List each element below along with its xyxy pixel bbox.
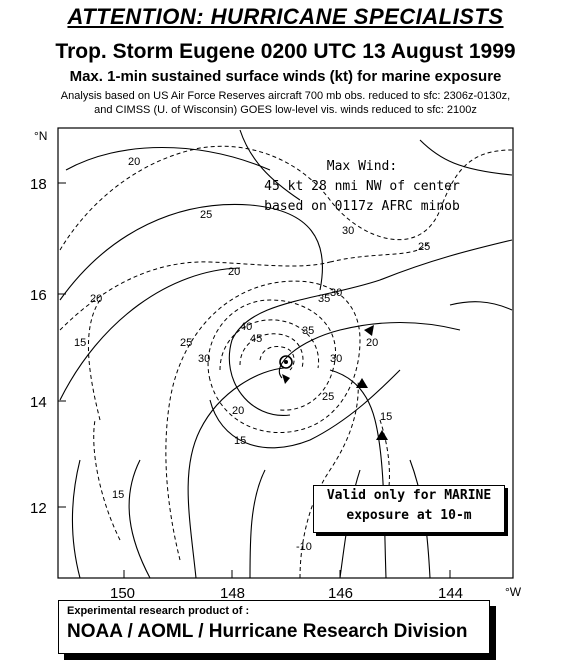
contour-label: 25 bbox=[418, 241, 430, 253]
map-frame bbox=[57, 127, 514, 579]
map-subtitle: Max. 1-min sustained surface winds (kt) … bbox=[69, 68, 502, 85]
contour-label: 35 bbox=[302, 325, 314, 337]
contour-label: 40 bbox=[240, 321, 252, 333]
contour-label: 20 bbox=[128, 156, 140, 168]
streamline bbox=[239, 129, 301, 201]
streamline bbox=[449, 301, 513, 311]
credit-caption: Experimental research product of : bbox=[67, 605, 250, 617]
contour-label: 20 bbox=[232, 405, 244, 417]
contour-label: 20 bbox=[366, 337, 378, 349]
isotach-line bbox=[93, 419, 121, 541]
max-wind-source: based on 0117z AFRC minob bbox=[264, 199, 460, 214]
streamline bbox=[187, 367, 285, 579]
contour-label: -10 bbox=[296, 541, 312, 553]
streamlines bbox=[59, 129, 513, 579]
streamline-arrowhead bbox=[376, 430, 388, 440]
streamline bbox=[209, 369, 401, 449]
lon-tick-label: 144 bbox=[438, 585, 463, 602]
isotach-line bbox=[259, 346, 295, 371]
contour-label: 25 bbox=[180, 337, 192, 349]
streamline-arrowhead bbox=[282, 374, 290, 384]
lat-tick-label: 16 bbox=[30, 287, 47, 304]
contour-label: 35 bbox=[318, 293, 330, 305]
contour-label: 30 bbox=[330, 353, 342, 365]
contour-label: 20 bbox=[228, 266, 240, 278]
marine-validity-box: Valid only for MARINE exposure at 10-m bbox=[313, 485, 505, 533]
isotach-line bbox=[299, 379, 359, 579]
streamline bbox=[279, 321, 461, 379]
validity-line2: exposure at 10-m bbox=[346, 508, 472, 523]
streamline bbox=[59, 203, 323, 301]
contour-label: 25 bbox=[322, 391, 334, 403]
lon-tick-label: 148 bbox=[220, 585, 245, 602]
isotach-line bbox=[239, 333, 304, 369]
lon-tick-label: 150 bbox=[110, 585, 135, 602]
isotach-line bbox=[165, 280, 361, 561]
isotach-contours bbox=[59, 145, 513, 579]
streamline-arrows bbox=[282, 325, 388, 440]
streamline bbox=[329, 369, 387, 579]
lat-unit-label: °N bbox=[34, 129, 47, 143]
isotach-line bbox=[87, 299, 101, 421]
lat-tick-label: 14 bbox=[30, 394, 47, 411]
lat-axis: 18 16 14 12 °N bbox=[30, 129, 66, 517]
contour-label: 15 bbox=[380, 411, 392, 423]
streamline bbox=[419, 139, 513, 176]
lat-tick-label: 12 bbox=[30, 500, 47, 517]
contour-label: 30 bbox=[198, 353, 210, 365]
contour-label: 25 bbox=[200, 209, 212, 221]
streamline bbox=[59, 267, 241, 401]
streamline-arrowhead bbox=[364, 325, 374, 336]
validity-line1: Valid only for MARINE bbox=[326, 488, 492, 503]
contour-label: 30 bbox=[330, 287, 342, 299]
isotach-line bbox=[219, 319, 320, 371]
streamline bbox=[65, 147, 271, 171]
streamline-arrowhead bbox=[356, 378, 368, 388]
max-wind-heading: Max Wind: bbox=[326, 159, 398, 174]
isotach-line bbox=[59, 261, 331, 331]
contour-label: 30 bbox=[342, 225, 354, 237]
streamline bbox=[128, 459, 151, 579]
contour-labels: 20 25 30 20 15 25 20 30 35 40 45 35 30 2… bbox=[74, 156, 430, 553]
streamline bbox=[228, 239, 513, 416]
contour-label: 15 bbox=[74, 337, 86, 349]
lon-tick-label: 146 bbox=[328, 585, 353, 602]
analysis-note-line1: Analysis based on US Air Force Reserves … bbox=[60, 90, 511, 102]
credit-organization: NOAA / AOML / Hurricane Research Divisio… bbox=[67, 621, 468, 642]
max-wind-annotation: Max Wind: 45 kt 28 nmi NW of center base… bbox=[262, 157, 462, 217]
max-wind-value: 45 kt 28 nmi NW of center bbox=[264, 179, 460, 194]
storm-title: Trop. Storm Eugene 0200 UTC 13 August 19… bbox=[55, 40, 516, 63]
contour-label: 45 bbox=[250, 333, 262, 345]
lon-unit-label: °W bbox=[505, 585, 522, 599]
isotach-line bbox=[329, 239, 431, 263]
streamline bbox=[72, 459, 81, 579]
credit-box: Experimental research product of : NOAA … bbox=[58, 600, 490, 654]
attention-banner: ATTENTION: HURRICANE SPECIALISTS bbox=[67, 4, 504, 29]
lon-axis: 150 148 146 144 °W bbox=[110, 570, 522, 602]
contour-label: 20 bbox=[90, 293, 102, 305]
storm-center-icon bbox=[279, 355, 293, 369]
isotach-line bbox=[207, 299, 337, 411]
streamline bbox=[249, 469, 266, 579]
analysis-note-line2: and CIMSS (U. of Wisconsin) GOES low-lev… bbox=[94, 104, 477, 116]
contour-label: 15 bbox=[112, 489, 124, 501]
contour-label: 15 bbox=[234, 435, 246, 447]
isotach-line bbox=[59, 145, 513, 251]
lat-tick-label: 18 bbox=[30, 176, 47, 193]
